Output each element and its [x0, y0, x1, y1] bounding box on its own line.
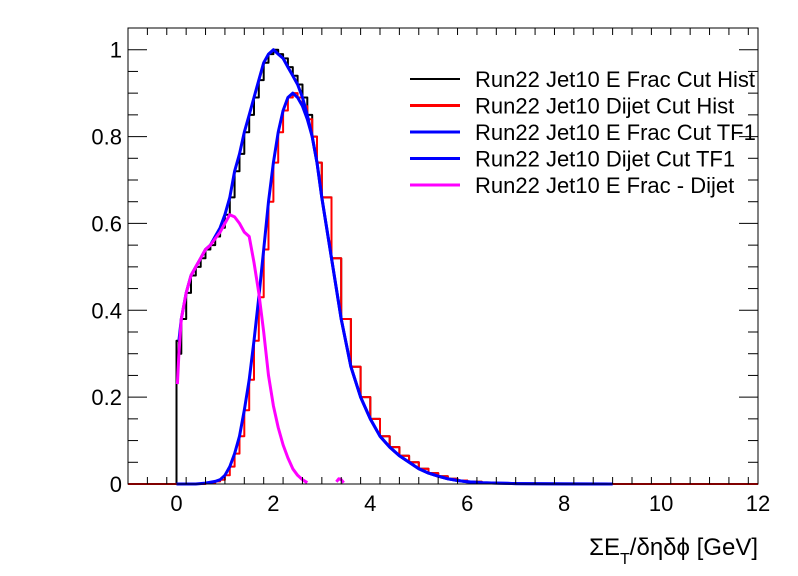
plot-frame — [127, 27, 759, 485]
legend-label: Run22 Jet10 E Frac Cut Hist — [475, 67, 755, 92]
legend-label: Run22 Jet10 E Frac - Dijet — [475, 173, 734, 198]
legend-label: Run22 Jet10 E Frac Cut TF1 — [475, 120, 756, 145]
x-tick-label: 8 — [558, 491, 570, 516]
y-tick-label: 0.2 — [91, 385, 122, 410]
y-tick-label: 1 — [110, 38, 122, 63]
x-axis-label: ΣET/δηδϕ [GeV] — [589, 534, 758, 568]
legend-label: Run22 Jet10 Dijet Cut Hist — [475, 94, 734, 119]
x-tick-label: 6 — [461, 491, 473, 516]
x-tick-label: 10 — [649, 491, 673, 516]
x-tick-label: 0 — [170, 491, 182, 516]
y-tick-label: 0.8 — [91, 125, 122, 150]
x-tick-label: 12 — [746, 491, 770, 516]
series-line-3 — [176, 91, 613, 486]
y-tick-label: 0.4 — [91, 298, 122, 323]
x-tick-label: 4 — [364, 491, 376, 516]
series-line-5 — [335, 477, 345, 484]
x-tick-label: 2 — [267, 491, 279, 516]
y-tick-label: 0.6 — [91, 211, 122, 236]
legend-label: Run22 Jet10 Dijet Cut TF1 — [475, 147, 735, 172]
axes-layer: 0 2 4 6 8 10 12 0 0.2 0.4 0.6 0.8 1 — [91, 27, 770, 516]
series-layer — [128, 48, 758, 486]
y-tick-label: 0 — [110, 472, 122, 497]
series-line-4 — [175, 213, 309, 484]
